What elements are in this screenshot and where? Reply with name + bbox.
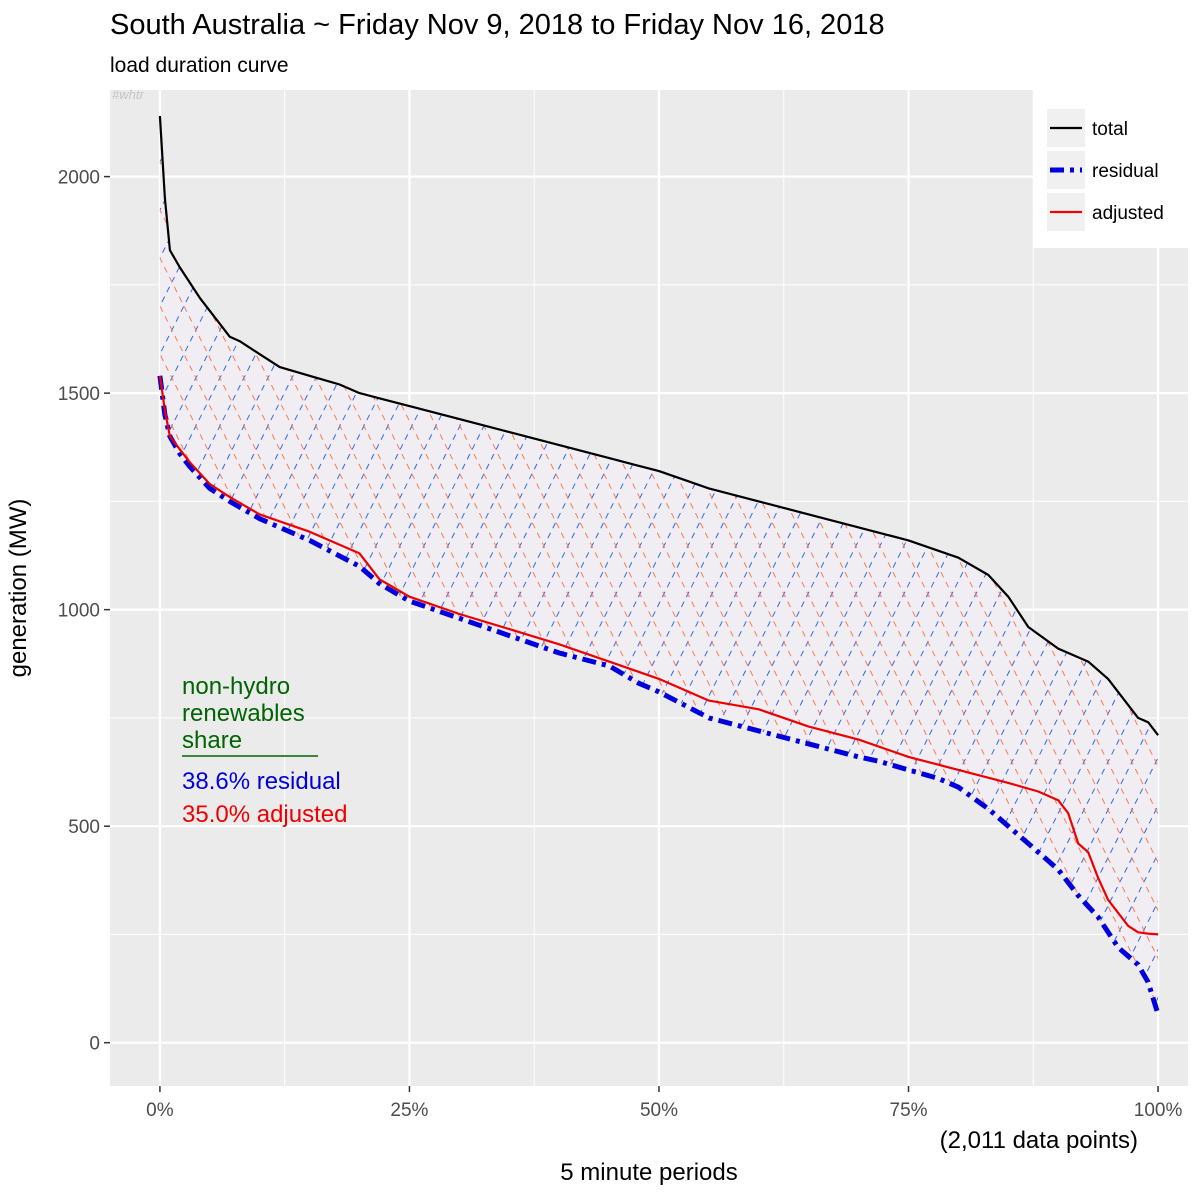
x-tick-label: 25% [390, 1100, 428, 1121]
x-tick-label: 50% [640, 1100, 678, 1121]
series-lines [157, 115, 1161, 1016]
x-tick-label: 75% [890, 1100, 928, 1121]
y-axis-ticks: 0 500 1000 1500 2000 [58, 168, 110, 1055]
x-axis-ticks: 0% 25% 50% 75% 100% [146, 1086, 1182, 1121]
annotation-title-line-1: non-hydro [182, 673, 290, 700]
hatch-line-blue [1017, 116, 1159, 1015]
annotation-adjusted-share: 35.0% adjusted [182, 801, 347, 828]
y-tick-label: 0 [89, 1034, 100, 1055]
y-tick-label: 500 [68, 817, 100, 838]
annotation-title-line-3: share [182, 727, 242, 754]
area-background [159, 116, 1159, 1015]
series-line-adjusted [158, 375, 1159, 936]
hatch-line-blue [1065, 116, 1159, 1015]
legend-label-residual: residual [1092, 161, 1159, 182]
chart-title: South Australia ~ Friday Nov 9, 2018 to … [110, 9, 885, 41]
x-tick-label: 0% [146, 1100, 174, 1121]
legend: total residual adjusted [1033, 90, 1188, 248]
hatch-line-blue [1186, 90, 1200, 1086]
renewables-share-annotation: non-hydro renewables share 38.6% residua… [182, 673, 347, 828]
annotation-title-line-2: renewables [182, 700, 305, 727]
y-tick-label: 1000 [58, 601, 100, 622]
legend-label-adjusted: adjusted [1092, 203, 1164, 224]
x-axis-title: 5 minute periods [560, 1159, 737, 1186]
annotation-residual-share: 38.6% residual [182, 768, 341, 795]
x-tick-label: 100% [1134, 1100, 1183, 1121]
hatch-line-blue [0, 90, 4, 1086]
watermark: #whtr [112, 87, 144, 102]
y-tick-label: 2000 [58, 168, 100, 189]
hatch-line-red [723, 116, 1159, 1015]
series-line-total [158, 115, 1159, 736]
y-tick-label: 1500 [58, 384, 100, 405]
hatch-line-red [699, 116, 1159, 1015]
y-axis-title: generation (MW) [5, 499, 32, 678]
legend-label-total: total [1092, 119, 1128, 140]
x-axis-note: (2,011 data points) [940, 1127, 1138, 1154]
series-line-residual [157, 375, 1161, 1016]
chart-subtitle: load duration curve [110, 54, 289, 77]
